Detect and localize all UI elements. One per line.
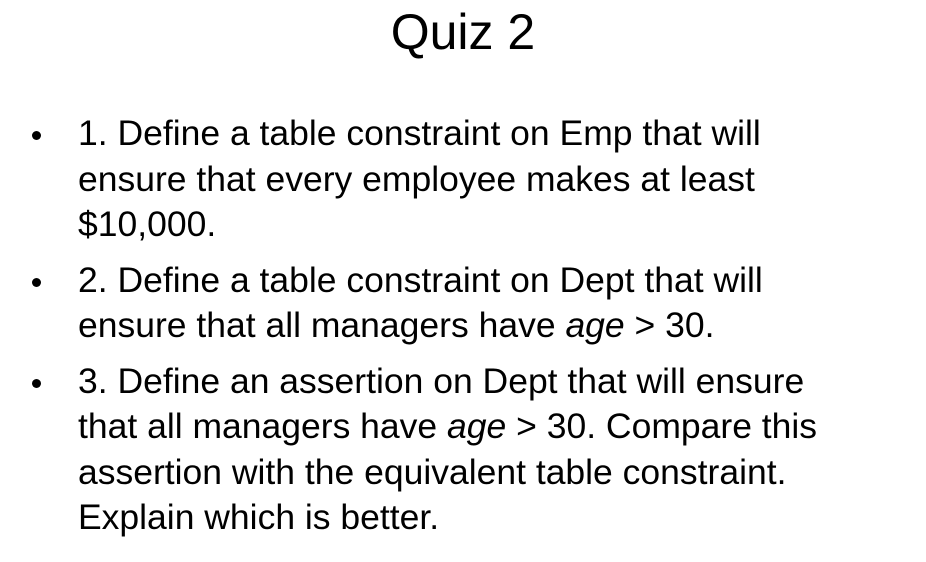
text-segment: > 30. Compare this (506, 406, 818, 446)
bullet-line: 1. Define a table constraint on Emp that… (78, 113, 761, 153)
bullet-dot-icon (32, 131, 41, 140)
bullet-line: Explain which is better. (78, 497, 440, 537)
bullet-item-3: 3. Define an assertion on Dept that will… (0, 359, 926, 541)
bullet-dot-icon (32, 277, 41, 287)
slide-title: Quiz 2 (390, 4, 536, 60)
text-segment: > 30. (624, 305, 715, 345)
bullet-line: assertion with the equivalent table cons… (78, 451, 787, 492)
italic-term: age (565, 305, 625, 345)
bullet-item-2: 2. Define a table constraint on Dept tha… (0, 258, 926, 349)
bullet-line: ensure that every employee makes at leas… (78, 158, 755, 199)
text-segment: that all managers have (78, 406, 448, 446)
bullet-line: that all managers have age > 30. Compare… (78, 404, 896, 450)
bullet-dot-icon (32, 378, 41, 388)
italic-term: age (447, 406, 507, 446)
bullet-line: 3. Define an assertion on Dept that will… (78, 360, 805, 401)
bullet-item-1: 1. Define a table constraint on Emp that… (0, 111, 926, 248)
text-segment: ensure that all managers have (78, 305, 566, 345)
bullet-list: 1. Define a table constraint on Emp that… (0, 111, 926, 551)
bullet-line: 2. Define a table constraint on Dept tha… (78, 259, 763, 300)
bullet-line: $10,000. (78, 204, 217, 244)
bullet-line: ensure that all managers have age > 30. (78, 303, 896, 349)
